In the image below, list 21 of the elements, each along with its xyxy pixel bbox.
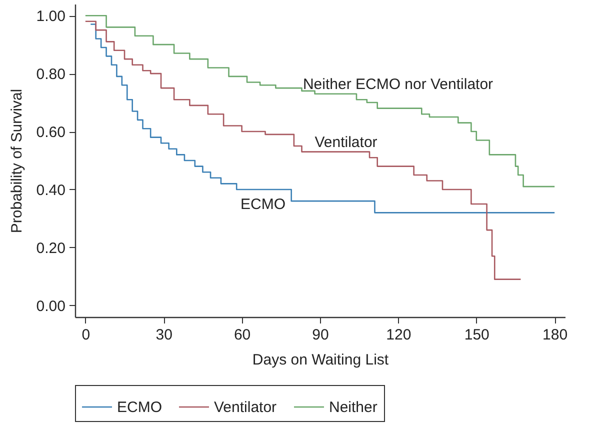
y-tick-label: 0.20 <box>36 240 66 257</box>
annotation: Neither ECMO nor Ventilator <box>302 76 494 93</box>
x-tick-label: 180 <box>542 326 568 344</box>
legend-label: Neither <box>329 399 378 416</box>
x-tick-label: 90 <box>312 326 329 344</box>
x-tick-label: 30 <box>156 326 172 344</box>
y-tick-label: 0.40 <box>36 182 66 199</box>
x-tick-label: 0 <box>82 326 90 344</box>
annotation: Ventilator <box>314 134 378 151</box>
legend-label: Ventilator <box>214 399 277 416</box>
y-tick-label: 0.80 <box>36 66 66 84</box>
x-tick-label: 150 <box>464 326 490 344</box>
y-tick-label: 0.60 <box>36 124 66 142</box>
y-tick-label: 1.00 <box>36 8 66 26</box>
x-axis-title: Days on Waiting List <box>252 352 390 368</box>
y-axis-title: Probability of Survival <box>8 88 26 234</box>
x-tick-label: 120 <box>386 326 412 344</box>
y-tick-label: 0.00 <box>36 298 66 315</box>
legend-label: ECMO <box>117 399 162 416</box>
annotation: ECMO <box>240 196 286 213</box>
x-tick-label: 60 <box>234 326 251 344</box>
